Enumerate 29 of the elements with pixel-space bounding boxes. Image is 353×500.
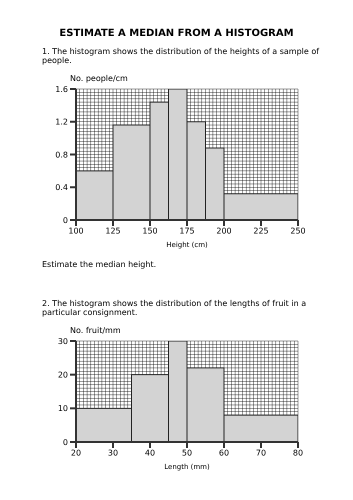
x-tick-label: 80 (292, 448, 304, 458)
x-tick-label: 70 (256, 448, 266, 458)
y-tick-label: 30 (58, 336, 68, 346)
y-axis-title: No. fruit/mm (70, 325, 122, 337)
y-tick-label: 0 (62, 438, 68, 447)
text: Estimate the median height. (42, 260, 158, 269)
y-tick-label: 0.4 (55, 183, 68, 192)
y-tick-label: 10 (58, 404, 68, 414)
y-tick-label: 0.8 (55, 150, 68, 160)
chart-title: ESTIMATE A MEDIAN FROM A HISTOGRAM (58, 28, 295, 39)
y-tick-label: 20 (58, 370, 68, 380)
x-tick-label: 60 (218, 448, 230, 458)
x-tick-label: 250 (290, 226, 306, 236)
x-tick-label: 200 (216, 226, 232, 236)
x-tick-label: 225 (253, 226, 269, 236)
x-tick-label: 20 (70, 448, 82, 458)
x-tick-label: 40 (144, 448, 156, 458)
y-tick-label: 1.2 (55, 118, 68, 127)
chart-subtitle: 1. The histogram shows the distribution of the heights of a sample of people. (42, 47, 320, 65)
x-tick-label: 100 (68, 226, 84, 236)
x-tick-label: 50 (182, 448, 192, 458)
chart-subtitle: 2. The histogram shows the distribution of the lengths of fruit in a particular consignment. (42, 299, 308, 317)
y-tick-label: 1.6 (55, 84, 68, 94)
y-axis-title: No. people/cm (70, 73, 129, 85)
x-tick-label: 150 (142, 226, 158, 236)
y-tick-label: 0 (62, 216, 68, 225)
x-tick-label: 175 (179, 226, 195, 236)
x-tick-label: 125 (105, 226, 121, 236)
x-tick-label: 30 (108, 448, 118, 458)
